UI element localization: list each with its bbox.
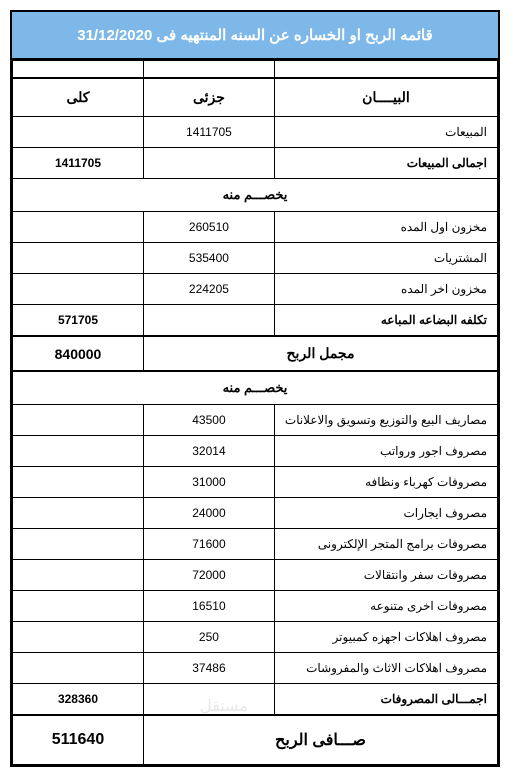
table-row: مصروفات كهرباء ونظافه31000 — [13, 467, 498, 498]
row-description: مصروفات برامج المتجر الإلكترونى — [274, 529, 497, 560]
table-row: مصروف اهلاكات اجهزه كمبيوتر250 — [13, 622, 498, 653]
row-total — [13, 467, 144, 498]
table-row: مصروف اهلاكات الاثاث والمفروشات37486 — [13, 653, 498, 684]
row-partial: 16510 — [143, 591, 274, 622]
row-partial — [143, 684, 274, 716]
table-row: اجمالى المبيعات 1411705 — [13, 148, 498, 179]
row-description: مصروفات اخرى متنوعه — [274, 591, 497, 622]
row-partial: 72000 — [143, 560, 274, 591]
row-total — [13, 243, 144, 274]
spacer — [13, 61, 498, 79]
row-description: مصروف ايجارات — [274, 498, 497, 529]
row-partial: 24000 — [143, 498, 274, 529]
row-total — [13, 560, 144, 591]
section-label: يخصـــم منه — [13, 179, 498, 212]
table-row: المشتريات535400 — [13, 243, 498, 274]
section-label: يخصـــم منه — [13, 371, 498, 405]
table-row: صـــافى الربح511640 — [13, 715, 498, 765]
row-description: مصاريف البيع والتوزيع وتسويق والاعلانات — [274, 405, 497, 436]
row-total — [13, 622, 144, 653]
row-total — [13, 653, 144, 684]
row-partial: 43500 — [143, 405, 274, 436]
table-row: تكلفه البضاعه المباعه 571705 — [13, 305, 498, 337]
row-partial: 250 — [143, 622, 274, 653]
header-partial: جزئى — [143, 78, 274, 117]
row-partial: 71600 — [143, 529, 274, 560]
table-row: مجمل الربح840000 — [13, 336, 498, 371]
row-partial: 260510 — [143, 212, 274, 243]
row-total — [13, 498, 144, 529]
table-row: يخصـــم منه — [13, 371, 498, 405]
row-description: المشتريات — [274, 243, 497, 274]
row-partial — [143, 305, 274, 337]
row-description: مصروف اهلاكات اجهزه كمبيوتر — [274, 622, 497, 653]
table-row: مصاريف البيع والتوزيع وتسويق والاعلانات4… — [13, 405, 498, 436]
gross-profit-value: 840000 — [13, 336, 144, 371]
table-row: مصروف اجور ورواتب32014 — [13, 436, 498, 467]
table-row: مصروفات سفر وانتقالات72000 — [13, 560, 498, 591]
row-partial: 1411705 — [143, 117, 274, 148]
row-description: مصروفات كهرباء ونظافه — [274, 467, 497, 498]
header-row: البيــــان جزئى كلى — [13, 78, 498, 117]
gross-profit-label: مجمل الربح — [143, 336, 497, 371]
row-total: 571705 — [13, 305, 144, 337]
row-total — [13, 274, 144, 305]
row-total: 1411705 — [13, 148, 144, 179]
row-partial: 224205 — [143, 274, 274, 305]
row-description: اجمالى المبيعات — [274, 148, 497, 179]
row-description: اجمـــالى المصروفات — [274, 684, 497, 716]
table-row: مصروفات اخرى متنوعه16510 — [13, 591, 498, 622]
row-partial — [143, 148, 274, 179]
income-statement-container: قائمه الربح او الخساره عن السنه المنتهيه… — [10, 10, 500, 767]
row-total — [13, 212, 144, 243]
row-total — [13, 117, 144, 148]
row-partial: 535400 — [143, 243, 274, 274]
row-total — [13, 529, 144, 560]
net-profit-value: 511640 — [13, 715, 144, 765]
row-description: مخزون اول المده — [274, 212, 497, 243]
table-row: مصروف ايجارات24000 — [13, 498, 498, 529]
header-total: كلى — [13, 78, 144, 117]
row-description: تكلفه البضاعه المباعه — [274, 305, 497, 337]
table-row: مصروفات برامج المتجر الإلكترونى71600 — [13, 529, 498, 560]
income-table: البيــــان جزئى كلى المبيعات1411705اجمال… — [12, 60, 498, 765]
row-description: مصروفات سفر وانتقالات — [274, 560, 497, 591]
table-row: مخزون اول المده260510 — [13, 212, 498, 243]
header-description: البيــــان — [274, 78, 497, 117]
table-row: المبيعات1411705 — [13, 117, 498, 148]
row-description: المبيعات — [274, 117, 497, 148]
document-title: قائمه الربح او الخساره عن السنه المنتهيه… — [12, 12, 498, 60]
row-total: 328360 — [13, 684, 144, 716]
row-total — [13, 436, 144, 467]
row-partial: 37486 — [143, 653, 274, 684]
row-description: مصروف اجور ورواتب — [274, 436, 497, 467]
row-total — [13, 405, 144, 436]
row-description: مصروف اهلاكات الاثاث والمفروشات — [274, 653, 497, 684]
table-row: مخزون اخر المده224205 — [13, 274, 498, 305]
table-row: اجمـــالى المصروفات 328360 — [13, 684, 498, 716]
row-description: مخزون اخر المده — [274, 274, 497, 305]
row-partial: 31000 — [143, 467, 274, 498]
net-profit-label: صـــافى الربح — [143, 715, 497, 765]
row-partial: 32014 — [143, 436, 274, 467]
table-row: يخصـــم منه — [13, 179, 498, 212]
row-total — [13, 591, 144, 622]
